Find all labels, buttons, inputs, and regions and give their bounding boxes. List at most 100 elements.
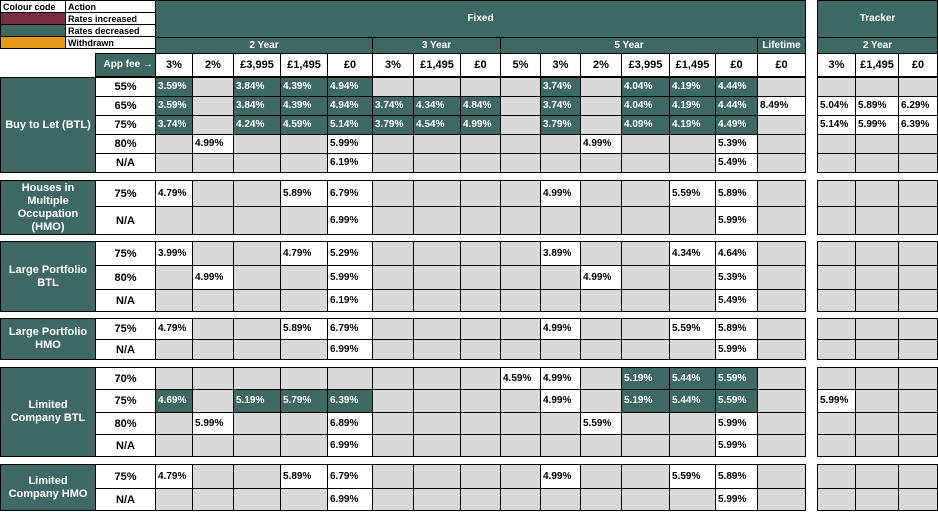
empty-cell xyxy=(192,434,234,457)
empty-cell xyxy=(898,412,938,435)
rate-cell: 3.59% xyxy=(155,77,193,97)
empty-cell xyxy=(580,367,622,390)
empty-cell xyxy=(580,96,622,116)
empty-cell xyxy=(669,134,716,154)
empty-cell xyxy=(372,389,414,413)
empty-cell xyxy=(155,265,193,290)
ltv-label: N/A xyxy=(95,434,156,457)
empty-cell xyxy=(898,241,938,266)
empty-cell xyxy=(500,318,541,340)
rate-cell: 3.89% xyxy=(540,241,581,266)
empty-cell xyxy=(155,206,193,235)
empty-cell xyxy=(580,289,622,312)
rate-cell: 6.99% xyxy=(327,339,373,360)
empty-cell xyxy=(580,115,622,135)
rate-cell: 5.99% xyxy=(192,412,234,435)
term-header: 2 Year xyxy=(155,37,373,54)
empty-cell xyxy=(413,488,461,511)
rate-cell: 4.34% xyxy=(413,96,461,116)
rate-cell: 4.69% xyxy=(155,389,193,413)
rate-cell: 5.39% xyxy=(715,265,758,290)
empty-cell xyxy=(540,289,581,312)
rate-cell: 5.89% xyxy=(855,96,899,116)
rate-cell: 4.99% xyxy=(192,134,234,154)
empty-cell xyxy=(898,153,938,173)
empty-cell xyxy=(580,464,622,489)
empty-cell xyxy=(192,115,234,135)
rate-cell: 5.04% xyxy=(817,96,856,116)
rate-cell: 6.79% xyxy=(327,464,373,489)
empty-cell xyxy=(233,241,281,266)
rate-cell: 6.19% xyxy=(327,153,373,173)
fee-header: £3,995 xyxy=(233,53,281,77)
rate-cell: 4.99% xyxy=(540,180,581,207)
empty-cell xyxy=(621,206,670,235)
fee-header: £0 xyxy=(757,53,806,77)
fee-header: 2% xyxy=(192,53,234,77)
fee-header: £1,495 xyxy=(855,53,899,77)
empty-cell xyxy=(669,434,716,457)
empty-cell xyxy=(155,153,193,173)
empty-cell xyxy=(540,434,581,457)
empty-cell xyxy=(817,241,856,266)
rate-cell: 4.39% xyxy=(280,96,328,116)
empty-cell xyxy=(233,180,281,207)
rate-cell: 3.79% xyxy=(372,115,414,135)
empty-cell xyxy=(898,339,938,360)
empty-cell xyxy=(500,206,541,235)
rate-cell: 4.94% xyxy=(327,77,373,97)
empty-cell xyxy=(155,488,193,511)
empty-cell xyxy=(757,265,806,290)
ltv-label: 75% xyxy=(95,318,156,340)
fee-header: £1,495 xyxy=(413,53,461,77)
rate-cell: 5.39% xyxy=(715,134,758,154)
empty-cell xyxy=(372,134,414,154)
term-header: 2 Year xyxy=(817,37,938,54)
empty-cell xyxy=(817,77,856,97)
empty-cell xyxy=(817,488,856,511)
empty-cell xyxy=(413,206,461,235)
fixed-header: Fixed xyxy=(155,0,806,38)
tracker-header: Tracker xyxy=(817,0,938,38)
fee-header: £3,995 xyxy=(621,53,670,77)
term-header: 5 Year xyxy=(500,37,758,54)
empty-cell xyxy=(500,339,541,360)
empty-cell xyxy=(460,339,501,360)
empty-cell xyxy=(898,464,938,489)
empty-cell xyxy=(500,96,541,116)
rate-cell: 5.19% xyxy=(621,367,670,390)
ltv-label: 80% xyxy=(95,134,156,154)
rate-cell: 5.19% xyxy=(233,389,281,413)
empty-cell xyxy=(817,367,856,390)
empty-cell xyxy=(817,412,856,435)
empty-cell xyxy=(460,265,501,290)
group-label: Limited Company BTL xyxy=(0,367,96,457)
empty-cell xyxy=(817,134,856,154)
empty-cell xyxy=(413,134,461,154)
ltv-label: 80% xyxy=(95,412,156,435)
rate-cell: 5.89% xyxy=(280,180,328,207)
empty-cell xyxy=(817,434,856,457)
empty-cell xyxy=(757,488,806,511)
empty-cell xyxy=(233,434,281,457)
empty-cell xyxy=(233,318,281,340)
empty-cell xyxy=(855,153,899,173)
empty-cell xyxy=(621,265,670,290)
empty-cell xyxy=(855,206,899,235)
empty-cell xyxy=(460,206,501,235)
term-header: 3 Year xyxy=(372,37,501,54)
empty-cell xyxy=(621,412,670,435)
fee-header: £1,495 xyxy=(669,53,716,77)
empty-cell xyxy=(669,412,716,435)
empty-cell xyxy=(500,289,541,312)
empty-cell xyxy=(280,289,328,312)
empty-cell xyxy=(500,241,541,266)
empty-cell xyxy=(192,339,234,360)
rate-cell: 5.49% xyxy=(715,153,758,173)
rate-cell: 4.04% xyxy=(621,77,670,97)
fee-header: £0 xyxy=(715,53,758,77)
empty-cell xyxy=(621,180,670,207)
empty-cell xyxy=(757,318,806,340)
empty-cell xyxy=(192,289,234,312)
rate-cell: 4.19% xyxy=(669,96,716,116)
